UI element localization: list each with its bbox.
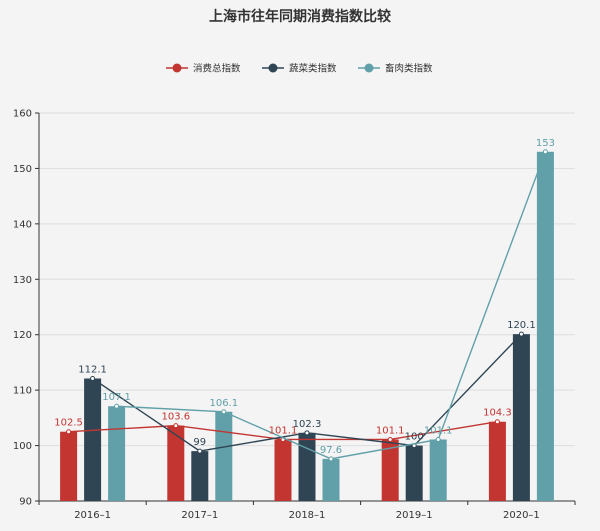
data-label: 104.3: [483, 408, 512, 419]
y-axis: 90 100 110 120 130 140 150 160: [13, 109, 40, 508]
y-tick-label: 110: [13, 386, 32, 397]
data-label: 102.3: [293, 419, 322, 430]
data-label: 153: [536, 138, 555, 149]
chart-title: 上海市往年同期消费指数比较: [209, 8, 391, 25]
data-point: [90, 376, 96, 382]
data-point: [494, 419, 500, 425]
bars: [60, 151, 554, 502]
y-tick-label: 140: [13, 219, 32, 230]
data-point: [304, 430, 310, 436]
data-point: [66, 429, 72, 435]
legend-item[interactable]: 消费总指数: [166, 63, 241, 75]
data-point: [387, 436, 393, 442]
data-label: 100: [405, 432, 424, 443]
data-label: 101.1: [376, 425, 405, 436]
data-point: [435, 436, 441, 442]
data-label: 102.5: [54, 418, 83, 429]
data-label: 120.1: [507, 320, 536, 331]
bar: [381, 439, 399, 501]
bar: [488, 421, 506, 501]
bar: [274, 439, 292, 501]
bar: [512, 334, 530, 501]
bar: [215, 411, 233, 501]
data-label: 101.1: [269, 425, 298, 436]
data-point: [221, 409, 227, 415]
bar: [536, 151, 554, 502]
legend: 消费总指数 蔬菜类指数 畜肉类指数: [166, 63, 433, 75]
legend-label: 畜肉类指数: [385, 63, 433, 75]
bar: [167, 425, 185, 501]
y-tick-label: 120: [13, 330, 32, 341]
legend-item[interactable]: 蔬菜类指数: [262, 63, 337, 75]
x-tick-label: 2016–1: [74, 510, 111, 521]
y-tick-label: 160: [13, 109, 32, 120]
data-point: [197, 448, 203, 454]
bar: [322, 458, 340, 501]
x-tick-label: 2019–1: [396, 510, 433, 521]
legend-label: 消费总指数: [193, 63, 241, 75]
data-point: [173, 423, 179, 429]
legend-marker: [268, 63, 278, 73]
data-point: [328, 456, 334, 462]
bar: [298, 432, 316, 501]
y-tick-label: 100: [13, 441, 32, 452]
legend-label: 蔬菜类指数: [289, 63, 337, 75]
y-tick-label: 130: [13, 275, 32, 286]
x-tick-label: 2020–1: [503, 510, 540, 521]
grid: [39, 112, 575, 447]
series-lines: [66, 149, 548, 462]
data-labels: 102.5 103.6 101.1 101.1 104.3 112.1 99 102.3 100…: [54, 138, 555, 456]
y-tick-label: 90: [19, 497, 32, 508]
data-label: 97.6: [320, 445, 342, 456]
legend-item[interactable]: 畜肉类指数: [358, 63, 433, 75]
data-point: [114, 403, 120, 409]
data-label: 101.1: [424, 425, 453, 436]
data-label: 99: [193, 437, 206, 448]
data-point: [542, 149, 548, 155]
data-label: 107.1: [102, 392, 131, 403]
data-label: 103.6: [161, 412, 190, 423]
bar: [84, 378, 102, 501]
legend-marker: [364, 63, 374, 73]
data-point: [518, 331, 524, 337]
legend-marker: [172, 63, 182, 73]
bar: [191, 451, 209, 501]
y-tick-label: 150: [13, 164, 32, 175]
bar: [405, 445, 423, 501]
bar: [429, 439, 447, 501]
x-tick-label: 2018–1: [289, 510, 326, 521]
x-axis: 2016–1 2017–1 2018–1 2019–1 2020–1: [38, 500, 576, 521]
bar: [60, 431, 78, 501]
data-label: 112.1: [78, 365, 107, 376]
data-label: 106.1: [209, 398, 238, 409]
x-tick-label: 2017–1: [181, 510, 218, 521]
bar: [108, 406, 126, 501]
